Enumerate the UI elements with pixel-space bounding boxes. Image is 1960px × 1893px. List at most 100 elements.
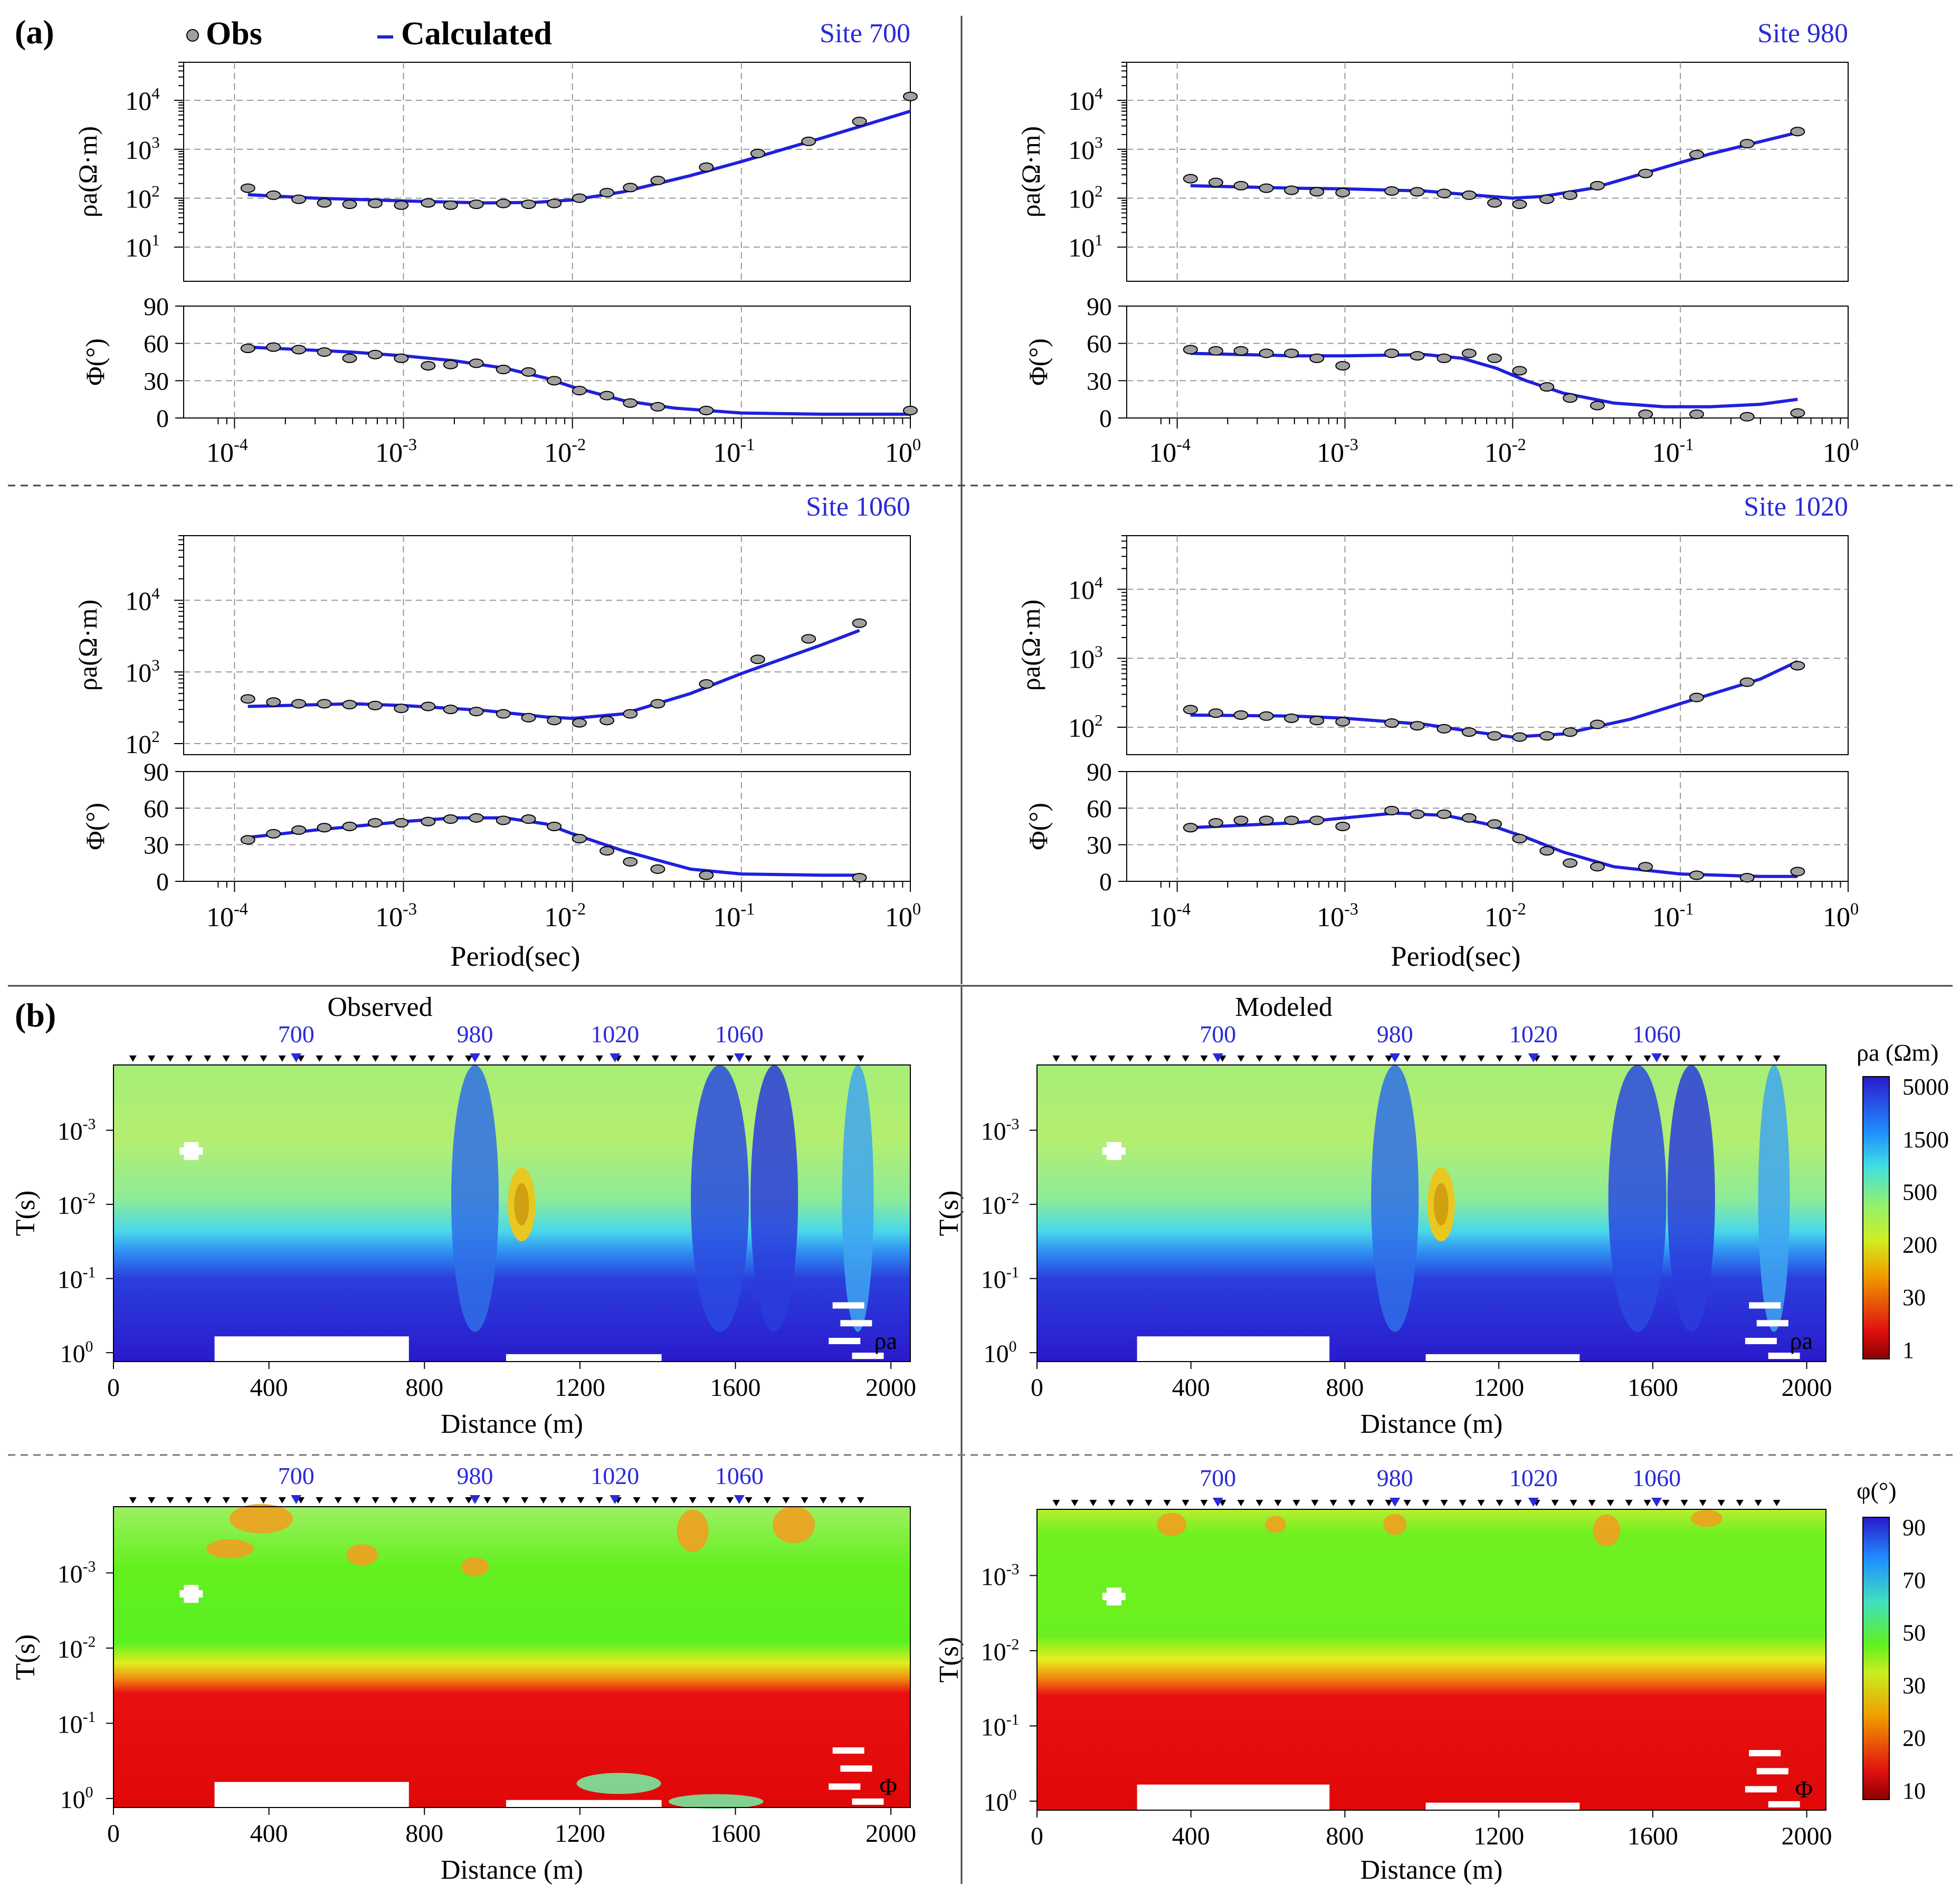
rho-observed-point	[317, 198, 332, 208]
x-tick-label: 10-1	[713, 435, 755, 468]
phi-observed-point	[1309, 815, 1325, 825]
rho-observed-point	[1384, 186, 1400, 196]
y-tick-label: 100	[60, 1784, 93, 1814]
key-station-label: 1020	[1509, 1464, 1558, 1491]
phi-observed-point	[443, 814, 458, 824]
station-marker	[1385, 1500, 1393, 1506]
station-marker	[1071, 1500, 1079, 1506]
phase-anomaly	[461, 1557, 489, 1576]
phi-observed-point	[1233, 815, 1249, 825]
station-marker	[1496, 1500, 1504, 1506]
key-station-marker	[1212, 1498, 1223, 1507]
phase-anomaly	[346, 1544, 378, 1566]
rho-observed-point	[1739, 139, 1755, 149]
station-marker	[1496, 1055, 1504, 1062]
x-tick-label: 1600	[1628, 1822, 1678, 1850]
phi-observed-point	[1790, 867, 1805, 877]
phi-observed-point	[1512, 834, 1527, 844]
station-marker	[185, 1497, 193, 1504]
rho-tick-label: 104	[1068, 84, 1103, 116]
phi-tick-label: 30	[1087, 367, 1112, 395]
x-tick-label: 10-3	[375, 899, 417, 933]
x-tick-label: 10-1	[713, 899, 755, 933]
rho-plot-frame	[183, 535, 911, 755]
station-marker	[260, 1055, 268, 1062]
station-marker	[502, 1055, 510, 1062]
x-axis-label: Distance (m)	[441, 1409, 583, 1439]
phi-tick-label: 60	[1087, 795, 1112, 823]
x-tick-label: 1600	[710, 1374, 761, 1402]
station-marker	[1403, 1500, 1411, 1506]
phi-observed-point	[600, 846, 615, 856]
rho-axis-label: ρa(Ω·m)	[1016, 126, 1045, 217]
y-tick-label: 10-3	[981, 1115, 1020, 1145]
phi-tick-label: 90	[144, 293, 169, 321]
resistive-anomaly	[451, 1064, 499, 1332]
key-station-label: 1060	[1632, 1464, 1681, 1491]
station-marker	[651, 1497, 659, 1504]
no-data-zone	[1425, 1802, 1580, 1810]
key-station-label: 1060	[1632, 1021, 1681, 1048]
station-marker	[241, 1055, 249, 1062]
station-marker	[1699, 1500, 1707, 1506]
phi-observed-point	[291, 345, 307, 355]
station-marker	[689, 1055, 697, 1062]
rho-observed-point	[291, 699, 307, 709]
rho-axis-label: ρa(Ω·m)	[73, 600, 102, 691]
no-data-zone	[1745, 1786, 1777, 1793]
rho-tick-label: 103	[1068, 642, 1103, 673]
phi-observed-point	[317, 347, 332, 357]
no-data-zone	[1102, 1593, 1126, 1601]
rho-tick-label: 103	[1068, 133, 1103, 165]
x-tick-label: 0	[1031, 1822, 1043, 1850]
key-station-label: 980	[1377, 1021, 1413, 1048]
station-marker	[1551, 1500, 1559, 1506]
x-axis-label: Distance (m)	[441, 1855, 583, 1885]
station-marker	[707, 1055, 715, 1062]
no-data-zone	[832, 1302, 864, 1309]
sounding-site-4: 10-4 10-3 10-2 10-1 100 102 103 104 0 30 60 90 ρa(Ω·…	[1016, 492, 1859, 972]
station-marker	[1662, 1500, 1670, 1506]
phi-observed-point	[342, 353, 357, 363]
station-marker	[483, 1055, 491, 1062]
colorbar-tick-label: 500	[1902, 1179, 1937, 1205]
rho-observed-point	[623, 183, 638, 193]
rho-tick-label: 102	[125, 182, 160, 214]
key-station-marker	[734, 1495, 745, 1504]
station-marker	[1773, 1500, 1781, 1506]
phi-tick-label: 90	[144, 758, 169, 786]
rho-observed-point	[1539, 194, 1555, 204]
phi-observed-point	[1563, 393, 1578, 403]
station-marker	[1643, 1055, 1651, 1062]
colorbar-tick-label: 20	[1902, 1725, 1926, 1751]
rho-observed-point	[1563, 190, 1578, 200]
station-marker	[1145, 1055, 1153, 1062]
rho-observed-point	[394, 703, 409, 714]
station-marker	[801, 1497, 808, 1504]
station-marker	[129, 1055, 137, 1062]
section-frame	[113, 1064, 911, 1362]
rho-observed-point	[699, 679, 714, 689]
station-marker	[1292, 1055, 1300, 1062]
rho-observed-point	[1487, 198, 1502, 208]
station-marker	[1311, 1055, 1319, 1062]
station-marker	[595, 1497, 603, 1504]
phi-axis-label: Φ(°)	[1023, 338, 1053, 386]
station-marker	[390, 1055, 398, 1062]
phi-observed-point	[699, 405, 714, 415]
phase-anomaly	[668, 1794, 764, 1809]
key-station-label: 1020	[1509, 1021, 1558, 1048]
phi-observed-point	[317, 823, 332, 833]
rho-tick-label: 104	[125, 84, 160, 116]
key-station-label: 1060	[715, 1021, 764, 1048]
station-marker	[204, 1497, 212, 1504]
legend-calculated: Calculated	[401, 16, 552, 52]
rho-observed-point	[496, 198, 511, 208]
station-marker	[1366, 1055, 1374, 1062]
colorbar-title: φ(°)	[1857, 1477, 1897, 1504]
y-tick-label: 10-2	[981, 1190, 1020, 1220]
x-tick-label: 10-4	[206, 899, 248, 933]
section-frame	[1036, 1509, 1826, 1811]
rho-observed-point	[903, 91, 918, 101]
y-tick-label: 100	[60, 1338, 93, 1368]
